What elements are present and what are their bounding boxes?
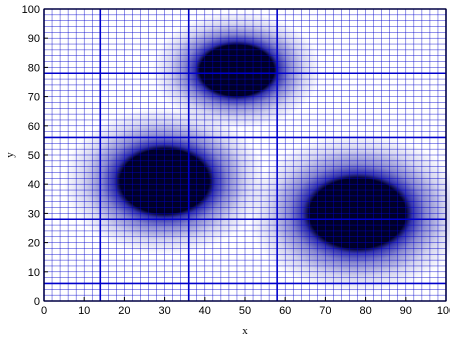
y-tick-label: 80 [28, 62, 40, 74]
y-tick-label: 40 [28, 179, 40, 191]
y-axis-label: y [4, 152, 16, 158]
x-tick-label: 60 [279, 305, 291, 317]
y-tick-label: 30 [28, 208, 40, 220]
x-tick-label: 20 [118, 305, 130, 317]
y-tick-label: 50 [28, 150, 40, 162]
y-tick-label: 10 [28, 267, 40, 279]
fine-grid [43, 8, 447, 302]
x-tick-label: 30 [158, 305, 170, 317]
x-axis-label: x [242, 325, 248, 337]
y-tick-label: 20 [28, 238, 40, 250]
y-tick-label: 100 [22, 4, 40, 16]
x-tick-label: 80 [359, 305, 371, 317]
x-tick-label: 50 [239, 305, 251, 317]
x-axis-ticks: 0 10 20 30 40 50 60 70 80 90 100 [41, 297, 450, 317]
x-tick-label: 10 [78, 305, 90, 317]
y-tick-label: 60 [28, 121, 40, 133]
y-tick-label: 0 [34, 296, 40, 308]
y-tick-label: 70 [28, 92, 40, 104]
x-tick-label: 90 [400, 305, 412, 317]
x-tick-label: 70 [319, 305, 331, 317]
x-tick-label: 100 [437, 305, 450, 317]
y-tick-label: 90 [28, 33, 40, 45]
x-tick-label: 0 [41, 305, 47, 317]
y-axis-ticks: 0 10 20 30 40 50 60 70 80 90 100 [22, 4, 48, 308]
x-tick-label: 40 [199, 305, 211, 317]
